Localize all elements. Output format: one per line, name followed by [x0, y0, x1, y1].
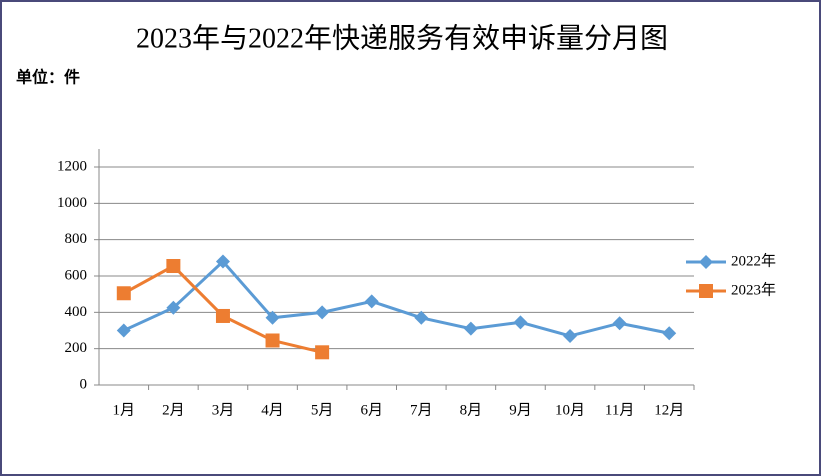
- series-marker: [414, 310, 429, 325]
- x-tick-label: 8月: [460, 402, 483, 418]
- series-marker: [215, 254, 230, 269]
- y-tick-label: 0: [80, 376, 88, 392]
- y-tick-label: 200: [65, 340, 88, 356]
- legend-label: 2023年: [731, 281, 776, 298]
- series-marker: [166, 300, 181, 315]
- chart-title: 2023年与2022年快递服务有效申诉量分月图: [136, 22, 668, 54]
- series-marker: [116, 286, 131, 301]
- x-tick-label: 5月: [311, 402, 334, 418]
- x-tick-label: 12月: [654, 402, 684, 418]
- x-tick-label: 3月: [212, 402, 235, 418]
- y-tick-label: 1000: [57, 195, 87, 211]
- series-marker: [215, 308, 230, 323]
- series-marker: [315, 305, 330, 320]
- y-tick-label: 600: [65, 267, 88, 283]
- y-tick-label: 1200: [57, 158, 87, 174]
- series-line: [123, 259, 670, 338]
- x-tick-label: 2月: [162, 402, 185, 418]
- x-tick-label: 4月: [261, 402, 284, 418]
- y-tick-label: 800: [65, 231, 88, 247]
- legend-marker: [699, 284, 713, 298]
- y-tick-label: 400: [65, 304, 88, 320]
- series-marker: [463, 321, 478, 336]
- legend-label: 2022年: [731, 252, 776, 269]
- x-tick-label: 9月: [509, 402, 532, 418]
- x-tick-label: 1月: [113, 402, 136, 418]
- series-marker: [662, 326, 677, 341]
- series-marker: [513, 315, 528, 330]
- legend-marker: [699, 255, 713, 269]
- series-marker: [364, 294, 379, 309]
- series-marker: [116, 323, 131, 338]
- x-tick-label: 11月: [605, 402, 634, 418]
- series-marker: [265, 310, 280, 325]
- x-tick-label: 6月: [360, 402, 383, 418]
- series-marker: [612, 316, 627, 331]
- x-tick-label: 10月: [555, 402, 585, 418]
- series-marker: [166, 259, 181, 274]
- x-tick-label: 7月: [410, 402, 433, 418]
- chart-subtitle: 单位：件: [16, 68, 80, 87]
- series-marker: [315, 345, 330, 360]
- series-marker: [265, 333, 280, 348]
- series-marker: [563, 328, 578, 343]
